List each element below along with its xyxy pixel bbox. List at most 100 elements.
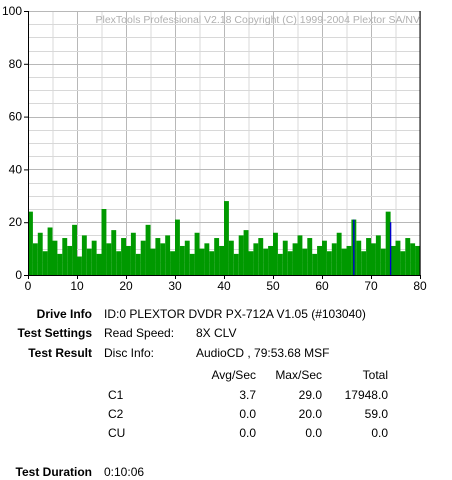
x-tick-label: 10 [70, 279, 84, 293]
c1-bar [111, 230, 117, 275]
row-c1-name: C1 [108, 388, 124, 402]
x-tick-label: 60 [315, 279, 329, 293]
c1-bar [326, 251, 332, 275]
c1-bar [155, 238, 161, 275]
c1-bar [184, 240, 190, 275]
c1-bar [145, 224, 151, 275]
c1-bar [253, 243, 259, 275]
c1-bar [81, 235, 87, 275]
axes [24, 11, 421, 279]
c1-bar [57, 253, 63, 275]
error-rate-chart: PlexTools Professional V2.18 Copyright (… [2, 4, 427, 293]
c1-bar [140, 240, 146, 275]
c1-bar [62, 238, 68, 275]
c1-bar [302, 248, 308, 275]
c1-bar [228, 240, 234, 275]
c1-bar [380, 248, 386, 275]
c1-bar [375, 235, 381, 275]
c1-bar [248, 251, 254, 275]
read-speed-value: 8X CLV [196, 326, 237, 340]
c1-bar [116, 251, 122, 275]
c1-bar [243, 230, 249, 275]
c1-bar [47, 227, 53, 275]
y-tick-labels: 0 20 40 60 80 100 [2, 4, 22, 282]
y-tick-label: 0 [15, 268, 22, 282]
c1-bar [170, 251, 175, 275]
row-c2-total: 59.0 [364, 407, 388, 421]
test-duration-label: Test Duration [15, 465, 92, 479]
c1-bar [32, 243, 38, 275]
c1-bar [292, 243, 298, 275]
c1-bar [410, 243, 416, 275]
c2-bars [353, 219, 392, 275]
c1-bar [282, 240, 288, 275]
c1-bar [415, 245, 420, 275]
read-speed-label: Read Speed: [104, 326, 175, 340]
c1-bar [331, 243, 337, 275]
c1-bar [219, 245, 224, 275]
c1-bar [96, 253, 102, 275]
disc-info-label: Disc Info: [104, 346, 155, 360]
disc-info-value: AudioCD , 79:53.68 MSF [196, 346, 330, 360]
row-c2-max: 20.0 [298, 407, 322, 421]
c1-bar [175, 219, 180, 275]
x-tick-label: 30 [168, 279, 182, 293]
c1-bar [400, 251, 406, 275]
c1-bar [297, 235, 303, 275]
c1-bar [52, 240, 58, 275]
c1-bar [77, 256, 82, 275]
x-tick-label: 70 [364, 279, 378, 293]
c1-bar [395, 240, 401, 275]
x-tick-label: 50 [266, 279, 280, 293]
c1-bar [258, 238, 264, 275]
row-c1-total: 17948.0 [344, 388, 388, 402]
c1-bar [371, 243, 376, 275]
c1-bar [204, 243, 210, 275]
c1-bar [287, 251, 293, 275]
y-tick-label: 80 [9, 57, 23, 71]
c1-bar [150, 248, 156, 275]
c1-bar [238, 235, 244, 275]
y-tick-label: 60 [9, 110, 23, 124]
c1-bar [385, 211, 391, 275]
c1-bar [336, 232, 342, 275]
c1-bar [189, 253, 195, 275]
chart-watermark: PlexTools Professional V2.18 Copyright (… [96, 14, 421, 26]
c1-bar [405, 238, 411, 275]
y-tick-label: 20 [9, 215, 23, 229]
test-result-label: Test Result [28, 346, 92, 360]
x-tick-label: 40 [217, 279, 231, 293]
c1-bar [194, 232, 200, 275]
c1-bar [361, 251, 367, 275]
c1-bar [268, 245, 273, 275]
c1-bar [42, 251, 48, 275]
c1-bar [341, 248, 347, 275]
c1-bar [209, 251, 215, 275]
c1-bar [273, 232, 278, 275]
c1-bar [135, 253, 141, 275]
c1-bar [165, 235, 171, 275]
c1-bar [322, 240, 327, 275]
c1-bar [356, 240, 362, 275]
y-tick-label: 100 [2, 4, 22, 18]
row-c1-max: 29.0 [298, 388, 322, 402]
row-cu-total: 0.0 [371, 426, 388, 440]
c1-bar [101, 209, 107, 275]
c1-bar [307, 238, 313, 275]
c1-bar [160, 243, 166, 275]
c1-bar [121, 238, 126, 275]
header-max: Max/Sec [275, 368, 322, 382]
c1-bar [67, 245, 73, 275]
c1-bar [317, 245, 322, 275]
c1-bar [390, 245, 396, 275]
test-settings-label: Test Settings [17, 326, 92, 340]
row-c2-name: C2 [108, 407, 124, 421]
c1-bar [28, 211, 33, 275]
row-cu-max: 0.0 [305, 426, 322, 440]
row-cu-avg: 0.0 [239, 426, 256, 440]
drive-info-label: Drive Info [36, 307, 92, 321]
c1-bar [346, 245, 352, 275]
row-c2-avg: 0.0 [239, 407, 256, 421]
c1-bar [312, 253, 318, 275]
c1-bar [91, 240, 97, 275]
